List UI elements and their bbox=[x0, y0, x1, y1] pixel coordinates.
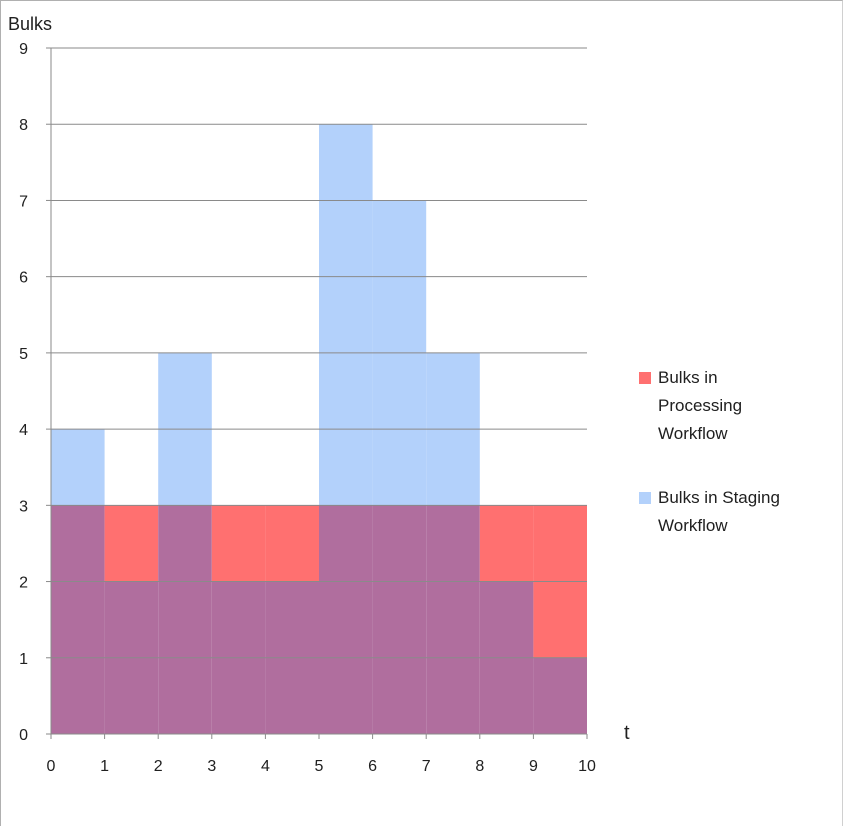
overlap-bar-7 bbox=[426, 505, 480, 734]
legend-label-0: Bulks in Processing Workflow bbox=[658, 368, 742, 443]
y-tick-label-8: 8 bbox=[19, 117, 28, 134]
x-tick-label-2: 2 bbox=[154, 758, 163, 775]
staging-bar-5 bbox=[319, 124, 373, 506]
x-axis-label: t bbox=[624, 722, 630, 744]
processing-bar-8 bbox=[479, 505, 534, 582]
y-tick-label-3: 3 bbox=[19, 498, 28, 515]
y-axis-label: Bulks bbox=[8, 14, 52, 34]
x-tick-label-1: 1 bbox=[100, 758, 109, 775]
legend-label-1: Bulks in Staging Workflow bbox=[658, 488, 780, 535]
legend-swatch-0 bbox=[639, 372, 651, 384]
y-tick-label-2: 2 bbox=[19, 575, 28, 592]
x-tick-label-10: 10 bbox=[578, 758, 596, 775]
processing-bar-3 bbox=[211, 505, 266, 582]
x-tick-label-4: 4 bbox=[261, 758, 270, 775]
y-tick-label-7: 7 bbox=[19, 193, 28, 210]
processing-bar-1 bbox=[104, 505, 159, 582]
series-fills bbox=[51, 124, 587, 734]
x-tick-label-7: 7 bbox=[422, 758, 431, 775]
processing-bar-4 bbox=[265, 505, 319, 582]
legend: Bulks in Processing Workflow Bulks in Stagi… bbox=[639, 368, 780, 535]
overlap-bar-0 bbox=[51, 505, 105, 734]
y-tick-label-1: 1 bbox=[19, 651, 28, 668]
legend-swatch-1 bbox=[639, 492, 651, 504]
y-tick-label-9: 9 bbox=[19, 41, 28, 58]
y-tick-label-0: 0 bbox=[19, 727, 28, 744]
x-tick-label-3: 3 bbox=[207, 758, 216, 775]
x-tick-label-9: 9 bbox=[529, 758, 538, 775]
axes bbox=[46, 47, 588, 739]
x-tick-label-6: 6 bbox=[368, 758, 377, 775]
y-tick-label-5: 5 bbox=[19, 346, 28, 363]
overlap-bar-6 bbox=[372, 505, 427, 734]
y-tick-label-6: 6 bbox=[19, 270, 28, 287]
overlap-bar-2 bbox=[158, 505, 212, 734]
staging-bar-0 bbox=[51, 429, 105, 506]
overlap-bar-5 bbox=[319, 505, 373, 734]
x-tick-label-8: 8 bbox=[475, 758, 484, 775]
overlap-bar-9 bbox=[533, 657, 587, 734]
tick-labels: 0 1 2 3 4 5 6 7 8 9 0 1 2 3 4 5 6 7 8 9 10 bbox=[19, 41, 596, 775]
x-tick-label-5: 5 bbox=[315, 758, 324, 775]
y-tick-label-4: 4 bbox=[19, 422, 28, 439]
x-tick-label-0: 0 bbox=[47, 758, 56, 775]
grid-lines bbox=[51, 47, 587, 659]
